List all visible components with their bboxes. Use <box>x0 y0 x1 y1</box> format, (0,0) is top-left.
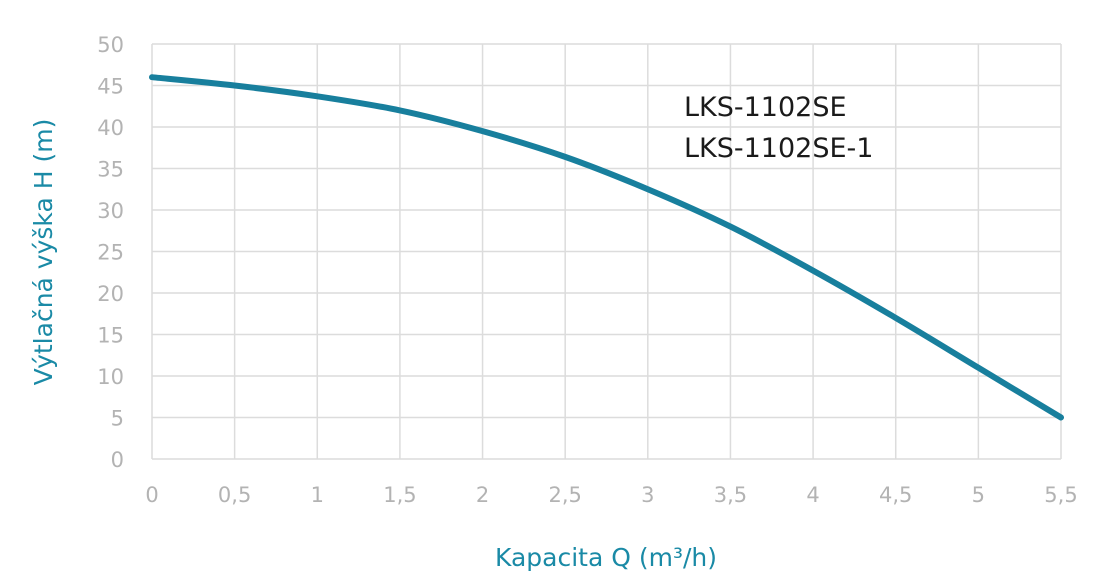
x-tick-label: 3,5 <box>714 483 747 507</box>
x-tick-label: 1,5 <box>383 483 416 507</box>
data-point <box>232 83 238 89</box>
y-axis-title: Výtlačná výška H (m) <box>29 119 58 386</box>
annotation-model-1: LKS-1102SE <box>684 92 847 123</box>
y-tick-label: 5 <box>111 407 124 431</box>
data-point <box>149 74 155 80</box>
x-tick-label: 2,5 <box>548 483 581 507</box>
series-line-head-curve <box>149 74 1064 421</box>
x-tick-labels: 0 0,5 1 1,5 2 2,5 3 3,5 4 4,5 5 5,5 <box>145 483 1077 507</box>
x-tick-label: 4,5 <box>879 483 912 507</box>
data-point <box>645 186 651 192</box>
x-tick-label: 0,5 <box>218 483 251 507</box>
x-tick-label: 0 <box>145 483 158 507</box>
x-tick-label: 3 <box>641 483 654 507</box>
y-tick-label: 50 <box>97 33 124 57</box>
y-tick-labels: 0 5 10 15 20 25 30 35 40 45 50 <box>97 33 124 472</box>
data-point <box>810 268 816 274</box>
y-tick-label: 15 <box>97 324 124 348</box>
y-tick-label: 35 <box>97 158 124 182</box>
data-point <box>480 128 486 134</box>
x-axis-title: Kapacita Q (m³/h) <box>495 543 717 572</box>
data-point <box>975 365 981 371</box>
x-tick-label: 5,5 <box>1044 483 1077 507</box>
data-point <box>1058 415 1064 421</box>
x-tick-label: 1 <box>311 483 324 507</box>
x-tick-label: 5 <box>972 483 985 507</box>
gridlines <box>151 43 1062 460</box>
y-tick-label: 40 <box>97 116 124 140</box>
annotation-model-2: LKS-1102SE-1 <box>684 133 873 164</box>
data-point <box>397 107 403 113</box>
data-points <box>149 74 1064 420</box>
data-point <box>562 154 568 160</box>
y-tick-label: 45 <box>97 75 124 99</box>
y-tick-label: 0 <box>111 448 124 472</box>
data-point <box>314 93 320 99</box>
y-tick-label: 30 <box>97 199 124 223</box>
data-point <box>893 315 899 321</box>
y-tick-label: 25 <box>97 241 124 265</box>
data-point <box>727 224 733 230</box>
y-tick-label: 10 <box>97 365 124 389</box>
x-tick-label: 4 <box>806 483 819 507</box>
x-tick-label: 2 <box>476 483 489 507</box>
y-tick-label: 20 <box>97 282 124 306</box>
